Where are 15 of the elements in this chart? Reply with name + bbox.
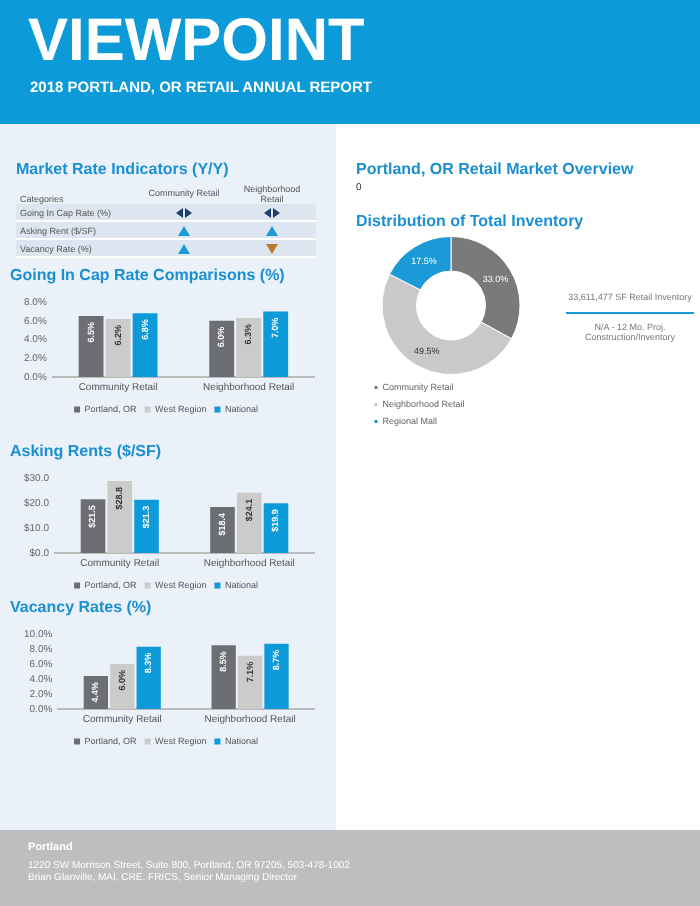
text: VIEWPOINT: [26, 6, 367, 74]
bar: [210, 507, 235, 553]
text: Market Rate Indicators (Y/Y): [16, 160, 231, 178]
bar: [264, 643, 289, 709]
text: Portland, OR Retail Market Overview: [356, 160, 636, 178]
bar: [134, 499, 159, 553]
chart-title: Distribution of Total Inventory: [356, 212, 586, 230]
chart-title: Going In Cap Rate Comparisons (%): [10, 266, 287, 284]
bar: [211, 645, 236, 709]
bar: [236, 492, 262, 553]
chart-title: Vacancy Rates (%): [10, 598, 154, 616]
bar: [136, 646, 161, 709]
bar: [107, 481, 133, 553]
bar: [237, 655, 263, 709]
chart-title: Asking Rents ($/SF): [10, 442, 164, 460]
